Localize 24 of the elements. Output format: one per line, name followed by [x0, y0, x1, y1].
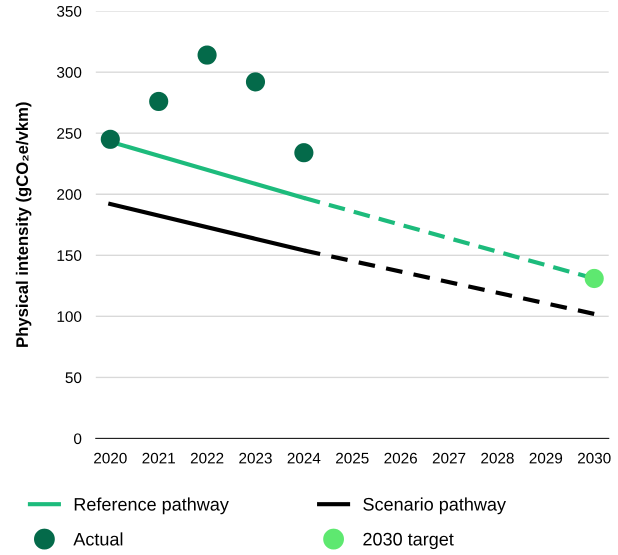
y-tick-label: 250	[57, 128, 82, 139]
y-tick-label: 50	[66, 372, 82, 384]
x-tick-label: 2022	[190, 452, 224, 464]
y-tick-label: 0	[74, 433, 82, 444]
y-tick-label: 150	[58, 250, 82, 261]
y-tick-label: 100	[58, 311, 82, 322]
x-tick-label: 2023	[239, 452, 272, 464]
x-tick-label: 2026	[384, 452, 417, 464]
y-tick-label: 350	[56, 6, 82, 17]
legend-label: Scenario pathway	[363, 497, 506, 514]
y-tick-label: 300	[56, 67, 82, 78]
y-axis-title: Physical intensity (gCO₂e/vkm)	[16, 102, 32, 347]
x-tick-label: 2025	[336, 452, 369, 464]
legend-label: Reference pathway	[74, 497, 229, 514]
x-tick-label: 2029	[530, 452, 562, 464]
y-tick-label: 200	[57, 189, 82, 200]
x-tick-label: 2020	[94, 452, 127, 464]
x-tick-label: 2030	[578, 452, 611, 464]
legend-label: Actual	[73, 532, 122, 546]
x-tick-label: 2028	[481, 452, 514, 464]
x-tick-label: 2024	[288, 452, 320, 464]
x-tick-label: 2027	[432, 452, 466, 464]
x-tick-label: 2021	[142, 452, 175, 464]
legend-label: 2030 target	[363, 532, 454, 550]
